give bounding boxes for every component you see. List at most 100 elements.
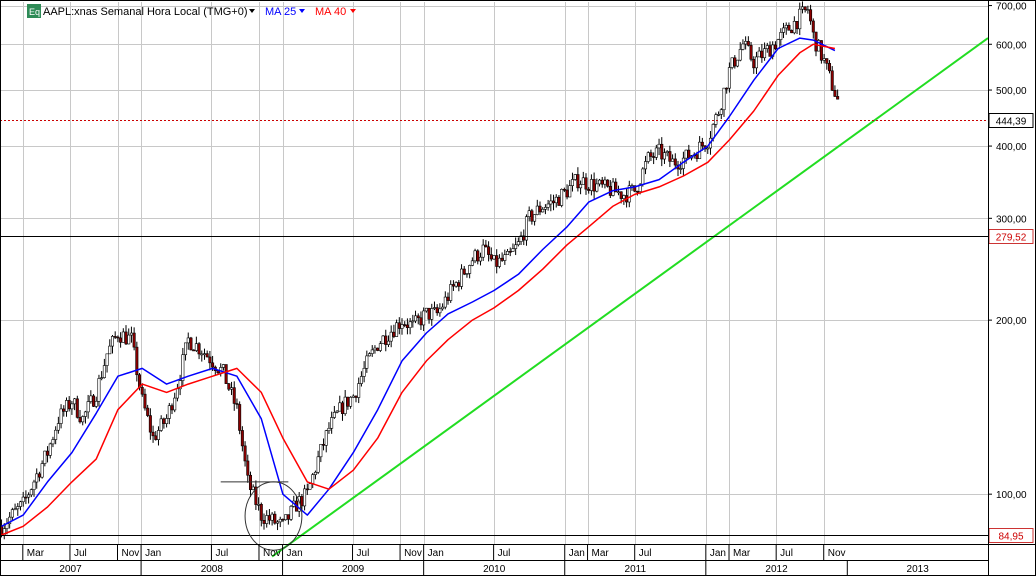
candle-body <box>221 364 225 368</box>
candle-body <box>792 21 796 34</box>
symbol-label[interactable]: AAPL:xnas Semanal Hora Local (TMG+0) <box>43 6 248 18</box>
candle-body <box>59 408 63 424</box>
candle-body <box>327 427 331 431</box>
candle-body <box>671 158 675 162</box>
candle-body <box>822 58 826 61</box>
candle-body <box>546 203 550 208</box>
candle-body <box>803 6 807 11</box>
y-tick-label: 100,00 <box>996 490 1027 501</box>
ma25-label[interactable]: MA 25 <box>265 6 296 18</box>
candle-body <box>316 456 320 473</box>
candle-body <box>627 185 631 203</box>
candle-body <box>143 393 147 409</box>
candle-body <box>16 506 20 510</box>
candle-body <box>806 9 810 11</box>
x-month-label: Nov <box>828 548 846 559</box>
candle-body <box>343 396 347 414</box>
candle-body <box>129 332 133 336</box>
candle-body <box>140 387 144 395</box>
x-year-label: 2011 <box>625 564 647 575</box>
candle-body <box>351 395 355 398</box>
eq-badge[interactable] <box>27 4 41 18</box>
candle-body <box>202 353 206 355</box>
candle-body <box>457 282 461 287</box>
candle-body <box>468 265 472 274</box>
candle-body <box>787 24 791 31</box>
candle-body <box>97 378 101 402</box>
candle-body <box>127 334 131 345</box>
candle-body <box>633 185 637 192</box>
candle-body <box>67 400 71 410</box>
candle-body <box>340 402 344 414</box>
candle-body <box>308 483 312 490</box>
horizontal-lines: 279,52 84,95 444,39 <box>0 113 1034 543</box>
candle-body <box>752 58 756 69</box>
candle-body <box>833 89 837 97</box>
candle-body <box>232 387 236 404</box>
candle-body <box>522 235 526 241</box>
candle-body <box>251 486 255 490</box>
candle-body <box>395 322 399 337</box>
candle-body <box>359 376 363 384</box>
candle-body <box>451 284 455 287</box>
candle-body <box>784 24 788 29</box>
candle-body <box>654 147 658 158</box>
price-label: 279,52 <box>996 233 1027 244</box>
candle-body <box>424 307 428 312</box>
indicator-lines <box>1 37 989 558</box>
candle-body <box>646 152 650 162</box>
candles <box>0 1 840 540</box>
ma40-label[interactable]: MA 40 <box>315 6 346 18</box>
annotations <box>220 481 303 551</box>
candle-body <box>603 179 607 185</box>
candle-body <box>18 501 22 507</box>
candle-body <box>446 296 450 301</box>
y-tick-label: 600,00 <box>996 40 1027 51</box>
candle-body <box>259 504 263 521</box>
candle-body <box>273 513 277 524</box>
candle-body <box>205 353 209 358</box>
candle-body <box>384 335 388 345</box>
candle-body <box>516 241 520 246</box>
candle-body <box>765 45 769 49</box>
candle-body <box>773 44 777 50</box>
candle-body <box>64 400 68 412</box>
candle-body <box>89 395 93 402</box>
candle-body <box>730 57 734 68</box>
candle-body <box>319 444 323 458</box>
candle-body <box>370 349 374 354</box>
candle-body <box>795 21 799 30</box>
candle-body <box>254 486 258 505</box>
candle-body <box>46 450 50 456</box>
candle-body <box>679 168 683 170</box>
candle-body <box>562 188 566 191</box>
candle-body <box>32 481 36 490</box>
candle-body <box>332 412 336 418</box>
candle-body <box>741 43 745 50</box>
candle-body <box>760 50 764 59</box>
x-month-label: Jan <box>569 548 585 559</box>
x-month-label: Jul <box>215 548 228 559</box>
candle-body <box>649 152 653 157</box>
eq-badge-label: Eq <box>29 7 40 17</box>
symbol-dropdown-icon[interactable] <box>249 9 255 13</box>
candle-body <box>819 40 823 61</box>
candle-body <box>278 518 282 523</box>
candle-body <box>408 321 412 328</box>
candle-body <box>727 67 731 89</box>
x-month-label: Jan <box>145 548 161 559</box>
candle-body <box>782 27 786 33</box>
candle-body <box>768 45 772 57</box>
candle-body <box>798 8 802 30</box>
candle-body <box>754 56 758 69</box>
candle-body <box>267 515 271 521</box>
candle-body <box>146 407 150 416</box>
candle-body <box>606 179 610 187</box>
candle-body <box>465 273 469 275</box>
candle-body <box>579 184 583 189</box>
candle-body <box>54 429 58 440</box>
ma25-dropdown-icon[interactable] <box>299 9 305 13</box>
candle-body <box>189 337 193 351</box>
ma40-dropdown-icon[interactable] <box>350 9 356 13</box>
